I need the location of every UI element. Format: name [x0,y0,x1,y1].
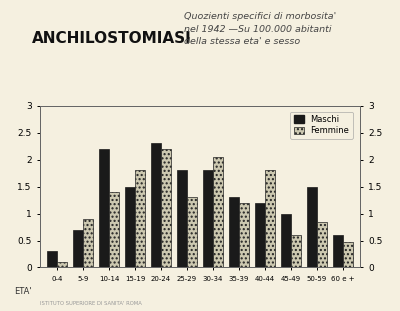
Text: ANCHILOSTOMIASI: ANCHILOSTOMIASI [32,31,192,46]
Bar [125,187,134,267]
Bar [307,187,317,267]
Bar [318,222,327,267]
Bar [240,203,249,267]
Bar [344,242,353,267]
Bar [229,197,239,267]
Bar [333,235,343,267]
Bar [99,149,108,267]
Bar [177,170,187,267]
Bar [57,262,67,267]
Bar [281,214,291,267]
Bar [73,230,82,267]
Bar [292,235,301,267]
Bar [151,143,160,267]
Bar [83,219,93,267]
Bar [161,149,171,267]
Bar [213,157,223,267]
Text: ETA': ETA' [14,287,32,296]
Bar [135,170,145,267]
Bar [255,203,265,267]
Bar [47,251,56,267]
Bar [266,170,275,267]
Bar [187,197,197,267]
Bar [203,170,213,267]
Text: Quozienti specifici di morbosita'
nel 1942 —Su 100.000 abitanti
della stessa eta: Quozienti specifici di morbosita' nel 19… [184,12,336,46]
Legend: Maschi, Femmine: Maschi, Femmine [290,112,353,139]
Text: ISTITUTO SUPERIORE DI SANITA' ROMA: ISTITUTO SUPERIORE DI SANITA' ROMA [40,301,142,306]
Bar [109,192,119,267]
